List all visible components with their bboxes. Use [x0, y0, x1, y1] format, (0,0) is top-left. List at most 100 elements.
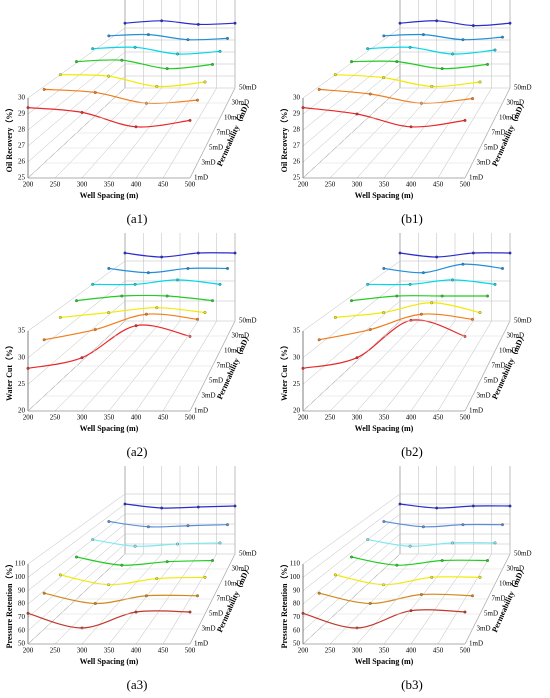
data-point	[42, 87, 46, 91]
x-tick-label: 350	[104, 647, 115, 655]
z-tick-label: 10mD	[499, 580, 517, 588]
z-tick-label: 30mD	[232, 99, 250, 107]
data-point	[146, 525, 150, 529]
z-tick-label: 50mD	[514, 317, 532, 325]
data-point	[301, 106, 305, 110]
data-point	[471, 251, 475, 255]
grid-line	[27, 300, 126, 385]
series-line	[27, 324, 191, 369]
z-tick-label: 7mD	[217, 129, 231, 137]
series-line	[76, 556, 213, 566]
grid-line	[27, 523, 126, 605]
data-point	[165, 560, 169, 564]
series-line	[44, 313, 198, 341]
data-point	[196, 22, 200, 26]
data-point	[188, 610, 192, 614]
data-point	[75, 60, 78, 64]
grid-line	[27, 39, 126, 115]
series-line	[124, 252, 236, 258]
y-tick-label: 90	[293, 586, 301, 594]
y-tick-label: 80	[293, 600, 301, 608]
x-tick-label: 250	[325, 181, 336, 189]
data-point	[146, 271, 150, 275]
data-point	[408, 282, 412, 286]
x-tick-label: 400	[131, 647, 142, 655]
x-tick-label: 450	[158, 414, 169, 422]
grid-line	[302, 513, 401, 591]
x-axis-title: Well Spacing (m)	[355, 657, 414, 666]
y-tick-label: 25	[18, 380, 26, 388]
grid-line	[27, 543, 126, 631]
data-point	[120, 294, 124, 298]
y-tick-label: 35	[18, 327, 26, 335]
x-tick-label: 200	[23, 181, 34, 189]
chart: 200 250 300 350 400 450 500 50 60 70 80 90 100 110 1mD…	[4, 466, 257, 692]
series-line	[108, 267, 228, 274]
data-point	[196, 98, 199, 102]
z-tick-label: 30mD	[507, 99, 525, 107]
series-line	[367, 46, 496, 55]
series-line	[367, 279, 496, 286]
z-tick-label: 1mD	[469, 174, 483, 182]
z-tick-label: 50mD	[239, 84, 257, 92]
z-tick-label: 3mD	[477, 625, 491, 633]
x-tick-label: 400	[131, 414, 142, 422]
x-tick-label: 450	[433, 414, 444, 422]
data-point	[366, 47, 370, 51]
series-line	[319, 313, 473, 341]
data-point	[211, 62, 214, 66]
data-point	[196, 505, 200, 509]
data-point	[233, 21, 237, 25]
data-point	[317, 87, 321, 91]
data-point	[395, 60, 399, 64]
z-tick-label: 5mD	[484, 377, 498, 385]
data-point	[165, 294, 169, 298]
series-line	[76, 59, 213, 70]
series-line	[92, 538, 221, 547]
series-line	[383, 520, 503, 528]
data-point	[408, 544, 412, 548]
data-point	[107, 266, 111, 270]
data-point	[355, 626, 359, 630]
x-tick-label: 500	[460, 647, 471, 655]
data-point	[196, 251, 200, 255]
z-tick-label: 10mD	[224, 114, 242, 122]
panel-label: (a3)	[127, 677, 148, 692]
y-tick-label: 90	[18, 586, 26, 594]
z-tick-label: 30mD	[507, 565, 525, 573]
data-point	[226, 523, 229, 527]
grid-line	[302, 260, 401, 332]
series-line	[351, 60, 488, 70]
data-point	[368, 328, 372, 332]
data-point	[301, 611, 305, 615]
z-tick-label: 7mD	[492, 595, 506, 603]
series-line	[399, 20, 511, 27]
y-tick-label: 100	[15, 573, 26, 581]
data-point	[317, 338, 321, 342]
data-point	[486, 62, 489, 66]
data-point	[493, 541, 497, 545]
y-tick-label: 29	[293, 110, 301, 118]
data-point	[435, 506, 439, 510]
data-point	[398, 502, 402, 506]
data-point	[93, 601, 97, 605]
z-tick-label: 7mD	[217, 362, 231, 370]
data-point	[301, 366, 305, 370]
data-point	[317, 591, 321, 595]
data-point	[501, 266, 504, 270]
data-point	[333, 73, 337, 77]
z-tick-label: 3mD	[477, 392, 491, 400]
data-point	[211, 559, 214, 562]
z-tick-label: 30mD	[507, 332, 525, 340]
grid-line	[27, 503, 126, 578]
x-tick-label: 300	[77, 181, 88, 189]
grid-line	[302, 280, 401, 358]
y-tick-label: 20	[18, 407, 26, 415]
data-point	[155, 306, 159, 310]
data-point	[133, 45, 137, 49]
data-point	[382, 311, 386, 315]
data-point	[398, 251, 402, 255]
data-point	[486, 294, 489, 298]
z-tick-label: 3mD	[202, 159, 216, 167]
